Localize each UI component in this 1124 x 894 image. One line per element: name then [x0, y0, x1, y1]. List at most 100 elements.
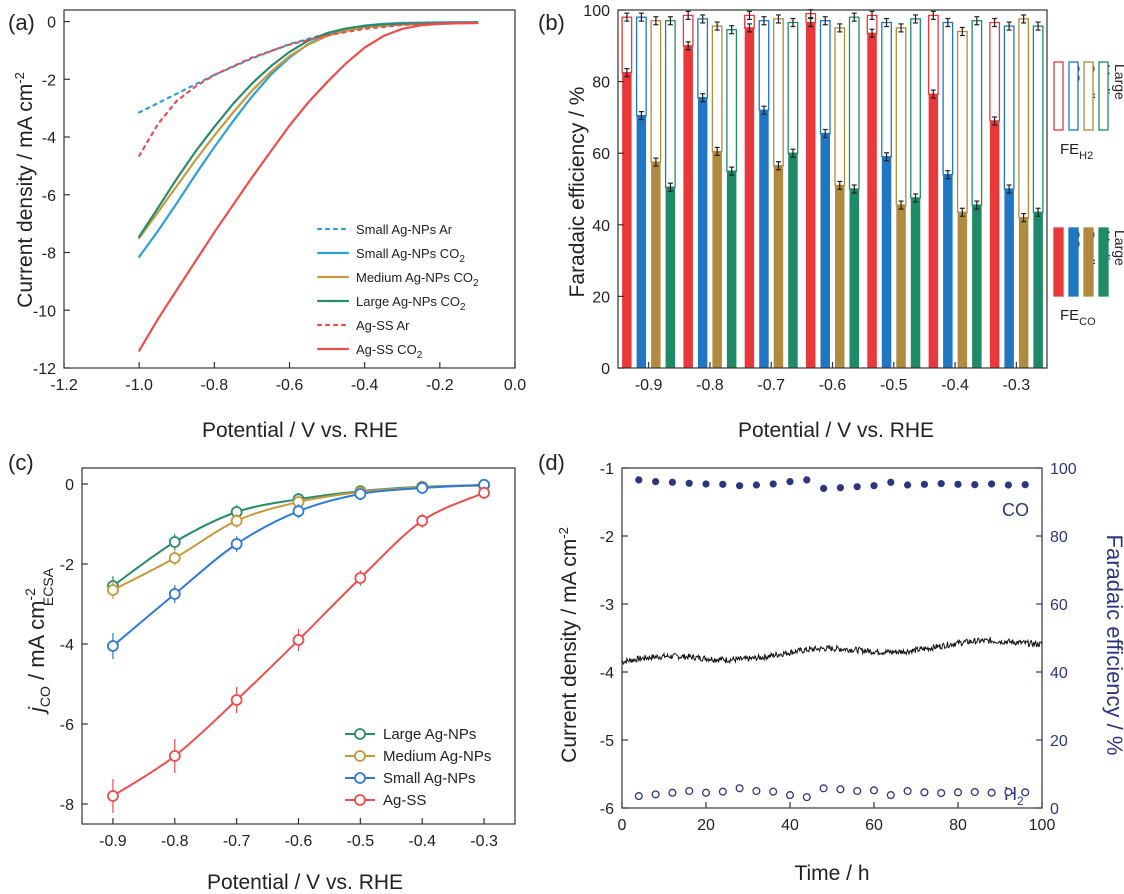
legend-bar [1083, 61, 1094, 131]
y-tick-label: -2 [42, 72, 56, 89]
data-point [107, 584, 119, 596]
plot-frame [617, 9, 1048, 369]
plot-frame [63, 9, 516, 369]
bar-fe-co [849, 189, 859, 368]
x-tick-label: -0.9 [635, 377, 663, 394]
bar-fe-co [1033, 212, 1043, 368]
fe-h2-point [769, 787, 778, 796]
bar-fe-h2 [758, 20, 770, 111]
bar-fe-co [820, 133, 830, 368]
bar-fe-h2 [621, 16, 633, 74]
x-tick-label: -0.8 [161, 833, 189, 850]
panel-d-co-label: CO [1002, 500, 1029, 520]
y-tick-label: 0 [47, 15, 56, 32]
panel-d-label: (d) [538, 450, 565, 475]
panel-a: (a) Current density / mA cm-2 Potential … [8, 9, 526, 442]
bar-fe-co [1004, 189, 1014, 368]
bar-fe-co [788, 153, 798, 368]
y-tick-label: -10 [33, 303, 56, 320]
data-point [168, 588, 181, 600]
bar-fe-co [896, 205, 906, 368]
y-right-tick-label: 60 [1050, 597, 1068, 614]
x-tick-label: -1.2 [50, 377, 78, 394]
panel-d-xlabel: Time / h [794, 862, 869, 885]
y-tick-label: -1 [600, 461, 614, 478]
y-tick-label: -8 [42, 246, 56, 263]
legend-entry: Large Ag-NPs [383, 726, 476, 743]
x-tick-label: -0.8 [696, 377, 724, 394]
panel-d-ylabel-right: Faradaic efficiency / % [1102, 535, 1124, 756]
panel-b-label: (b) [538, 10, 565, 35]
fe-co-point [920, 480, 929, 488]
x-tick-label: -0.6 [819, 377, 847, 394]
legend-marker [354, 772, 366, 784]
bar-fe-h2 [1003, 25, 1015, 190]
legend-series-label: Large [1112, 64, 1124, 100]
fe-h2-point [1004, 787, 1013, 797]
fe-co-point [803, 476, 811, 484]
fe-co-point [836, 484, 845, 492]
y-tick-label: -6 [42, 188, 56, 205]
series-line [138, 21, 479, 238]
legend-bar [1068, 227, 1079, 297]
legend-fe-h2: FEH2 [1060, 141, 1093, 162]
x-tick-label: -0.2 [426, 377, 454, 394]
y-tick-label: 20 [592, 289, 610, 306]
panel-c-plot: -0.9 -0.8 -0.7 -0.6 -0.5 -0.4 -0.3 0 -2 -4 -6 -8 [60, 467, 516, 850]
bar-fe-co [1018, 217, 1029, 368]
x-tick-label: -0.3 [1003, 377, 1031, 394]
legend-series-label: Large [1112, 230, 1124, 266]
bar-fe-h2 [910, 18, 921, 199]
legend-entry: Ag-SS [383, 792, 426, 809]
legend-marker [354, 728, 366, 740]
legend-entry: Large Ag-NPs CO2 [356, 294, 466, 313]
y-tick-label: -8 [60, 797, 74, 814]
series-line [138, 21, 479, 352]
bar-fe-h2 [1018, 18, 1030, 219]
x-tick-label: -1.0 [125, 377, 153, 394]
panel-d: (d) Current density / mA cm-2 Faradaic e… [538, 450, 1124, 885]
series-line [138, 21, 479, 240]
data-point [230, 694, 243, 706]
bar-fe-co [928, 94, 939, 368]
bar-fe-co [835, 185, 845, 368]
panel-b: (b) Faradaic efficiency / % Potential / … [538, 3, 1124, 442]
y-tick-label: -12 [33, 361, 56, 378]
fe-h2-point [718, 787, 727, 796]
fe-co-point [887, 478, 895, 486]
bar-fe-co [744, 27, 755, 369]
legend-entry: Medium Ag-NPs [383, 748, 491, 765]
data-point [107, 640, 119, 652]
fe-co-point [988, 480, 996, 488]
bar-fe-co [651, 162, 661, 368]
legend-bar [1053, 227, 1064, 297]
y-right-tick-label: 0 [1050, 801, 1059, 818]
legend-entry: Small Ag-NPs Ar [356, 222, 453, 237]
panel-c-label: (c) [8, 450, 34, 475]
x-tick-label: 40 [781, 817, 799, 834]
data-point [168, 536, 181, 548]
x-tick-label: -0.7 [223, 833, 251, 850]
fe-co-point [853, 483, 861, 491]
x-tick-label: -0.7 [757, 377, 785, 394]
y-tick-label: -6 [60, 717, 74, 734]
y-right-tick-label: 40 [1050, 665, 1068, 682]
fe-h2-point [735, 784, 744, 793]
legend-marker [354, 750, 366, 762]
fe-h2-point [853, 786, 862, 796]
bar-fe-h2 [664, 20, 676, 188]
bar-fe-h2 [787, 21, 799, 154]
data-point [292, 505, 305, 518]
x-tick-label: 0 [618, 817, 627, 834]
bar-fe-h2 [819, 20, 831, 135]
fe-h2-point [937, 788, 946, 798]
fe-co-point [702, 480, 710, 488]
x-tick-label: -0.6 [285, 833, 313, 850]
bar-fe-co [867, 33, 877, 369]
y-tick-label: -2 [600, 529, 614, 546]
fe-h2-point [953, 788, 963, 797]
y-tick-label: -2 [60, 557, 74, 574]
fe-co-point [1021, 481, 1029, 489]
panel-d-ylabel: Current density / mA cm-2 [556, 527, 581, 763]
